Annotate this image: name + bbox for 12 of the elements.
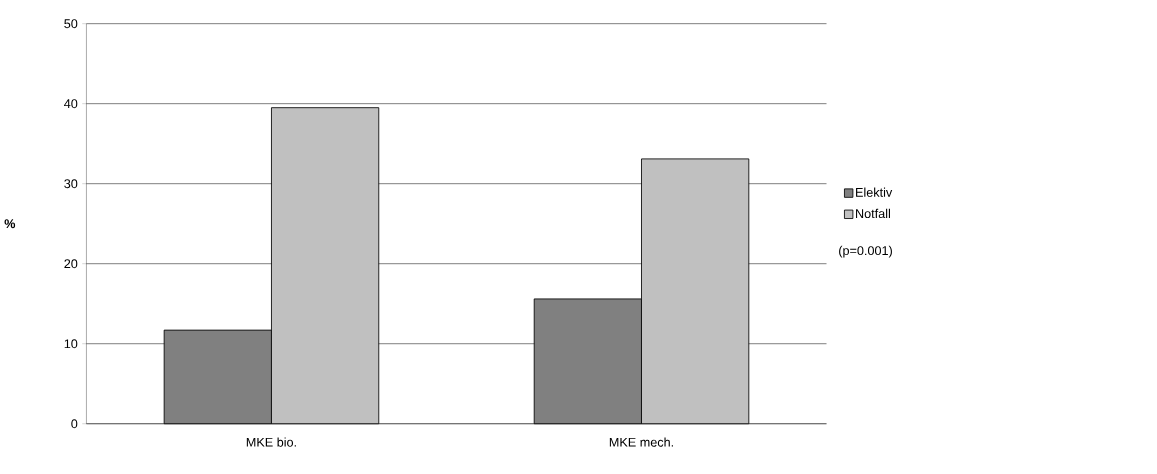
y-tick-label: 40 bbox=[64, 99, 78, 109]
y-tick-label: 50 bbox=[64, 19, 78, 29]
legend-label: Elektiv bbox=[856, 187, 893, 198]
text: (p=0.001) bbox=[839, 245, 892, 258]
legend-label: Notfall bbox=[856, 208, 890, 219]
y-axis-title: % bbox=[4, 219, 16, 229]
y-tick-label: 10 bbox=[64, 339, 78, 349]
x-tick-label: MKE bio. bbox=[246, 437, 296, 447]
y-tick-label: 0 bbox=[71, 419, 78, 429]
y-tick-label: 30 bbox=[64, 179, 78, 189]
y-tick-label: 20 bbox=[64, 259, 78, 269]
x-tick-label: MKE mech. bbox=[609, 437, 673, 447]
